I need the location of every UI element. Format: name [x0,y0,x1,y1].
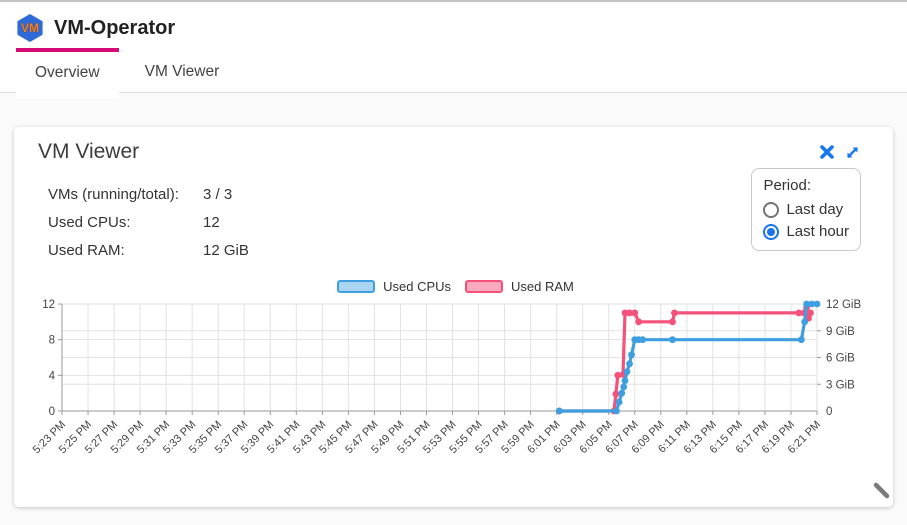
svg-text:12 GiB: 12 GiB [826,299,861,311]
period-label: Period: [763,177,811,194]
close-icon[interactable] [819,144,835,160]
svg-text:12: 12 [42,299,55,311]
tab-vm-viewer-label: VM Viewer [144,63,220,80]
svg-text:4: 4 [49,370,56,382]
stat-vms: VMs (running/total): 3 / 3 [48,180,249,208]
stat-ram: Used RAM: 12 GiB [48,236,249,264]
stat-cpus-value: 12 [203,213,220,231]
legend-item-used-cpus[interactable]: Used CPUs [337,279,451,294]
vm-viewer-card: VM Viewer VMs (running/total): 3 / 3 [14,127,893,507]
radio-last-day[interactable]: Last day [763,201,849,218]
legend-swatch-icon [465,279,504,293]
svg-text:6 GiB: 6 GiB [826,353,855,365]
resize-handle-icon[interactable] [872,480,892,500]
legend-item-used-ram[interactable]: Used RAM [465,279,574,294]
app-logo-icon: VM [17,14,43,42]
legend-label: Used RAM [511,278,574,294]
svg-text:8: 8 [49,335,55,347]
svg-text:0: 0 [826,406,832,418]
radio-last-day-icon[interactable] [763,201,780,218]
tab-overview[interactable]: Overview [16,48,119,93]
stat-cpus-label: Used CPUs: [48,213,131,231]
svg-text:0: 0 [49,406,55,418]
radio-last-day-label: Last day [786,201,844,218]
radio-last-hour-label: Last hour [786,223,849,240]
stat-vms-value: 3 / 3 [203,185,233,203]
app-title: VM-Operator [54,16,176,39]
card-title: VM Viewer [38,140,140,163]
expand-icon[interactable] [844,144,861,161]
svg-text:3 GiB: 3 GiB [826,379,855,391]
tab-bar: Overview VM Viewer [0,48,907,93]
app-header: VM VM-Operator [0,0,907,48]
stat-ram-value: 12 GiB [203,241,249,259]
card-actions [819,144,861,161]
info-row: VMs (running/total): 3 / 3 Used CPUs: 12… [38,168,873,264]
page-content: VM Viewer VMs (running/total): 3 / 3 [0,93,907,507]
app-logo-text: VM [21,21,39,35]
legend-swatch-icon [337,279,376,293]
radio-last-hour[interactable]: Last hour [763,223,849,240]
legend-label: Used CPUs [383,278,452,294]
card-header: VM Viewer [38,140,873,164]
period-selector: Period: Last day Last hour [751,168,861,251]
stats-list: VMs (running/total): 3 / 3 Used CPUs: 12… [48,180,249,264]
stat-ram-label: Used RAM: [48,241,125,259]
stat-vms-label: VMs (running/total): [48,185,179,203]
chart-legend: Used CPUs Used RAM [38,276,873,296]
tab-overview-label: Overview [35,63,100,81]
tab-vm-viewer[interactable]: VM Viewer [118,48,246,92]
svg-text:9 GiB: 9 GiB [826,326,855,338]
stat-cpus: Used CPUs: 12 [48,208,249,236]
radio-last-hour-icon[interactable] [763,223,780,240]
